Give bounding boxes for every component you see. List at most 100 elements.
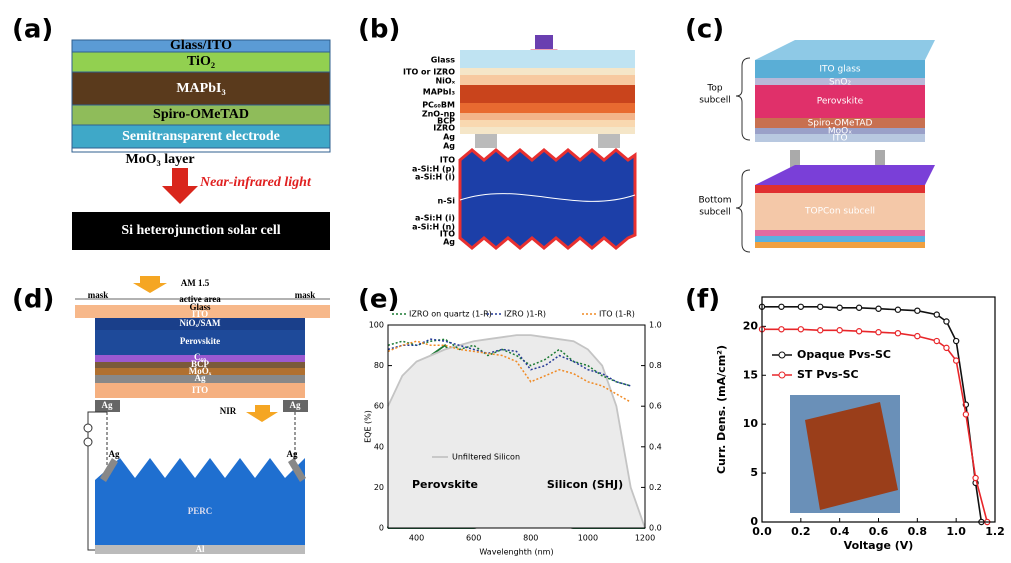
point: [876, 306, 881, 311]
point: [798, 304, 803, 309]
y-tick-label: 40: [374, 442, 384, 451]
layer-label: Perovskite: [817, 97, 864, 107]
layer-label: Ag: [443, 238, 455, 247]
layer-label: ITO: [832, 134, 847, 144]
layer: [460, 68, 635, 75]
y-tick-label: 5: [750, 466, 758, 479]
perc: [95, 458, 305, 545]
contact-label: Ag: [287, 449, 298, 459]
top-face: [755, 40, 935, 60]
point: [954, 338, 959, 343]
point: [837, 328, 842, 333]
panel-c-stack: ITO glass SnO₂ Perovskite Spiro-OMeTAD M…: [698, 40, 935, 252]
legend-marker: [779, 372, 785, 378]
layer-label: MoO₃ layer: [125, 152, 194, 167]
y2-tick-label: 0.2: [649, 483, 662, 492]
layer: [755, 185, 925, 193]
x-tick-label: 0.6: [869, 525, 889, 538]
top-face: [755, 165, 935, 185]
layer-label: TOPCon subcell: [804, 207, 875, 217]
point: [779, 327, 784, 332]
light-icon: [535, 35, 553, 49]
y2-tick-label: 1.0: [649, 321, 662, 330]
legend-label: IZRO on quartz (1-R): [409, 310, 492, 319]
light-label: AM 1.5: [181, 278, 210, 288]
y2-tick-label: 0.8: [649, 361, 662, 370]
layer: [460, 120, 635, 127]
layer-label: MAPbI₃: [176, 81, 225, 96]
panel-d-stack: AM 1.5 mask active area mask Glass ITO N…: [75, 276, 330, 554]
layer: [460, 127, 635, 134]
perc-label: PERC: [188, 506, 213, 516]
layer: [460, 75, 635, 85]
point: [944, 319, 949, 324]
figure: (a) Glass/ITO TiO₂ MAPbI₃ Spiro-OMeTAD S…: [0, 0, 1011, 563]
x-tick-label: 1200: [635, 534, 655, 543]
area: [388, 335, 645, 528]
contact: [598, 134, 620, 148]
panel-label: (e): [358, 285, 399, 315]
y2-tick-label: 0.4: [649, 442, 662, 451]
layer-label: Glass: [431, 56, 455, 65]
point: [856, 329, 861, 334]
legend-label: ITO (1-R): [599, 310, 635, 319]
layer-label: IZRO: [433, 124, 455, 133]
x-tick-label: 600: [466, 534, 481, 543]
panel-label: (d): [12, 285, 54, 315]
contact-label: Ag: [109, 449, 120, 459]
y-tick-label: 20: [743, 319, 759, 332]
point: [934, 338, 939, 343]
y-tick-label: 20: [374, 483, 384, 492]
panel-label: (f): [685, 285, 720, 315]
point: [973, 475, 978, 480]
nir-label: NIR: [220, 406, 237, 416]
layer-label: Semitransparent electrode: [122, 129, 280, 144]
x-axis-label: Voltage (V): [844, 539, 914, 552]
layer-label: Ag: [195, 373, 206, 383]
panel-label: (c): [685, 15, 724, 45]
panel-label: (a): [12, 15, 53, 45]
point: [837, 305, 842, 310]
point: [818, 304, 823, 309]
arrow: [133, 276, 167, 293]
mask-label: mask: [88, 290, 109, 300]
y-tick-label: 15: [743, 368, 758, 381]
terminal: [84, 438, 92, 446]
x-tick-label: 0.4: [830, 525, 850, 538]
panel-a-stack: Glass/ITO TiO₂ MAPbI₃ Spiro-OMeTAD Semit…: [72, 38, 330, 250]
layer-label: Perovskite: [180, 336, 220, 346]
x-tick-label: 1.0: [946, 525, 966, 538]
layer: [755, 236, 925, 242]
group-label: Bottom: [698, 196, 731, 206]
y2-tick-label: 0.0: [649, 524, 662, 533]
cell-label: Si heterojunction solar cell: [121, 223, 280, 238]
layer-label: Ag: [443, 142, 455, 151]
y-tick-label: 60: [374, 402, 384, 411]
annotation: Silicon (SHJ): [547, 478, 623, 491]
x-tick-label: 0.2: [791, 525, 811, 538]
layer-label: ITO or IZRO: [403, 68, 455, 77]
point: [915, 334, 920, 339]
point: [798, 327, 803, 332]
mask-label: mask: [295, 290, 316, 300]
panel-b-stack: [460, 35, 635, 248]
layer-label: SnO₂: [829, 78, 852, 88]
x-axis-label: Wavelenghth (nm): [479, 548, 553, 557]
point: [779, 304, 784, 309]
y-axis-label: Curr. Dens. (mA/cm²): [715, 345, 728, 474]
terminal: [84, 424, 92, 432]
point: [876, 330, 881, 335]
y-tick-label: 0: [379, 524, 384, 533]
y-tick-label: 80: [374, 361, 384, 370]
x-tick-label: 1000: [578, 534, 598, 543]
contact-label: Ag: [290, 400, 301, 410]
arrow: [246, 405, 278, 422]
layer-label: NiOₓ/SAM: [179, 318, 221, 328]
layer-label: ITO: [440, 156, 455, 165]
y-axis-label: EQE (%): [364, 410, 373, 443]
x-tick-label: 1.2: [985, 525, 1005, 538]
y2-tick-label: 0.6: [649, 402, 662, 411]
point: [944, 345, 949, 350]
group-label: subcell: [699, 96, 731, 106]
legend-marker: [779, 352, 785, 358]
